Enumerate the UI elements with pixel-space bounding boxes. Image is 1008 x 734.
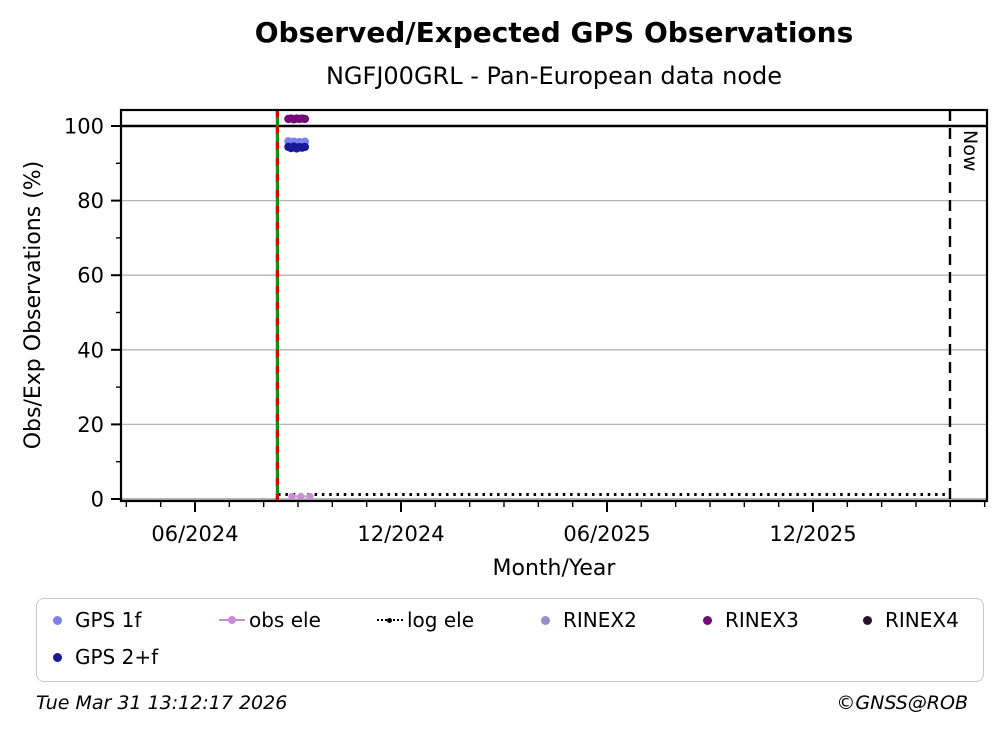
legend-label-log-ele: log ele	[407, 608, 475, 632]
legend-label-rinex3: RINEX3	[725, 608, 799, 632]
x-axis-label: Month/Year	[493, 556, 617, 581]
chart-title: Observed/Expected GPS Observations	[254, 16, 854, 49]
series-obs-ele-marker	[297, 492, 305, 500]
legend-item-rinex4: RINEX4	[863, 606, 959, 634]
legend-item-rinex3: RINEX3	[703, 606, 799, 634]
chart-subtitle: NGFJ00GRL - Pan-European data node	[325, 62, 783, 90]
legend-marker-log-ele	[377, 615, 403, 625]
series-rinex3-point	[300, 114, 310, 124]
legend-item-gps-1f: GPS 1f	[53, 606, 141, 634]
legend-label-rinex4: RINEX4	[885, 608, 959, 632]
ytick-label-60: 60	[77, 264, 104, 288]
gps-observations-plot: 0 20 40 60 80 100 06/2024 12/2024 06/2025 12/2025…	[21, 108, 989, 581]
obs-ele-dot-swatch	[228, 616, 236, 624]
xtick-label-06/2024: 06/2024	[151, 522, 238, 546]
legend-marker-rinex2	[541, 615, 550, 625]
series-gps-2f-point	[300, 142, 310, 152]
legend-marker-rinex4	[863, 615, 872, 625]
legend-label-rinex2: RINEX2	[563, 608, 637, 632]
now-label: Now	[959, 130, 981, 171]
ytick-label-100: 100	[64, 115, 104, 139]
series-obs-ele-marker	[306, 492, 314, 500]
legend-item-obs-ele: obs ele	[219, 606, 321, 634]
ytick-label-80: 80	[77, 189, 104, 213]
legend-label-gps-2f: GPS 2+f	[75, 645, 159, 669]
legend-marker-rinex3	[703, 615, 712, 625]
legend-marker-gps-1f	[53, 615, 62, 625]
legend-marker-gps-2f	[53, 652, 62, 662]
legend-box: GPS 1f obs ele log ele RINEX2 RINEX3	[36, 598, 984, 682]
legend-label-obs-ele: obs ele	[249, 608, 321, 632]
xtick-label-06/2025: 06/2025	[563, 522, 650, 546]
legend-item-rinex2: RINEX2	[541, 606, 637, 634]
plot-border	[119, 108, 989, 503]
legend-item-log-ele: log ele	[377, 606, 474, 634]
y-axis-label: Obs/Exp Observations (%)	[21, 161, 46, 450]
xtick-label-12/2024: 12/2024	[357, 522, 444, 546]
footer-timestamp: Tue Mar 31 13:12:17 2026	[36, 692, 288, 714]
ytick-label-40: 40	[77, 338, 104, 362]
legend-marker-obs-ele	[219, 615, 245, 625]
series-obs-ele-marker	[288, 492, 296, 500]
legend-item-gps-2f: GPS 2+f	[53, 643, 158, 671]
xtick-label-12/2025: 12/2025	[769, 522, 856, 546]
legend-label-gps-1f: GPS 1f	[75, 608, 142, 632]
log-ele-dot-swatch	[387, 617, 392, 623]
footer-copyright: ©GNSS@ROB	[836, 692, 968, 714]
ytick-label-0: 0	[91, 488, 104, 512]
ytick-label-20: 20	[77, 413, 104, 437]
